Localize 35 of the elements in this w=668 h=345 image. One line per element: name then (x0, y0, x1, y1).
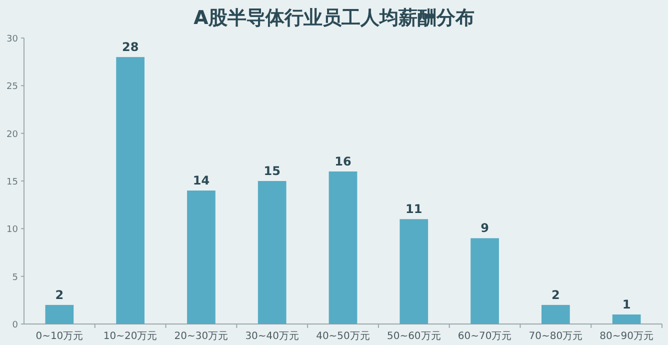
x-tick-label: 20~30万元 (174, 331, 228, 342)
data-label: 16 (334, 154, 352, 168)
bar (541, 304, 570, 324)
data-label: 9 (480, 221, 489, 236)
bar (400, 219, 428, 324)
x-tick-label: 40~50万元 (316, 331, 370, 342)
y-tick-label: 25 (6, 82, 18, 92)
x-tick-label: 70~80万元 (528, 331, 583, 342)
y-tick-label: 5 (12, 272, 18, 283)
bar (187, 190, 216, 324)
bar (116, 57, 145, 324)
x-tick-label: 60~70万元 (458, 331, 512, 342)
data-label: 1 (622, 297, 631, 312)
y-tick-label: 15 (6, 178, 18, 188)
y-tick-label: 20 (6, 130, 18, 140)
x-tick-label: 80~90万元 (600, 331, 654, 342)
data-label: 2 (55, 288, 64, 302)
x-tick-label: 0~10万元 (36, 331, 84, 342)
chart-title: A股半导体行业员工人均薪酬分布 (194, 7, 474, 29)
x-tick-label: 30~40万元 (245, 331, 300, 342)
data-label: 28 (122, 40, 139, 54)
data-label: 15 (264, 164, 280, 178)
data-label: 14 (192, 174, 210, 188)
bar (45, 304, 74, 324)
bar (470, 238, 499, 324)
data-label: 11 (406, 202, 422, 216)
data-label: 2 (551, 288, 560, 302)
y-tick-label: 30 (6, 34, 18, 44)
x-tick-label: 50~60万元 (386, 331, 441, 342)
y-tick-label: 10 (6, 225, 18, 236)
bar (612, 314, 641, 324)
y-tick-label: 0 (12, 320, 18, 330)
bar (328, 171, 358, 324)
x-tick-label: 10~20万元 (103, 331, 158, 342)
bar (258, 181, 286, 324)
